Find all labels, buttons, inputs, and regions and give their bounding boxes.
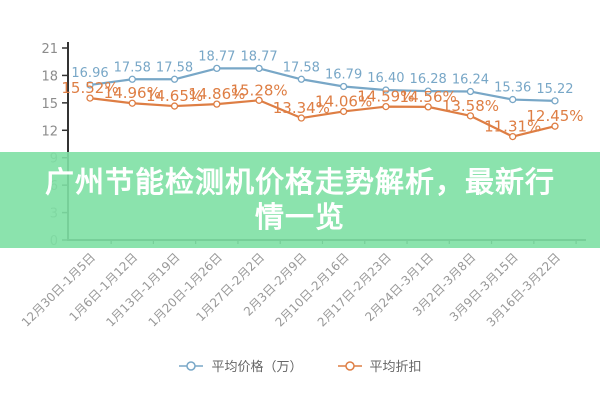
page-title-line-2: 情一览: [254, 200, 345, 234]
value-label: 15.52%: [61, 79, 118, 97]
y-tick-label: 21: [41, 42, 58, 57]
price-line-series: [89, 67, 556, 102]
data-point-marker: [382, 86, 390, 94]
value-label: 14.06%: [315, 92, 372, 110]
x-tick-label: 2月10日-2月16日: [272, 250, 351, 329]
data-point-marker: [86, 94, 94, 102]
value-label: 15.28%: [230, 81, 287, 99]
y-tick-label: 18: [41, 69, 58, 84]
value-label: 11.31%: [484, 118, 541, 136]
chart-legend: 平均价格（万） 平均折扣: [0, 356, 600, 375]
value-label: 14.86%: [188, 85, 245, 103]
value-label: 17.58: [283, 60, 320, 75]
value-label: 14.59%: [357, 88, 414, 106]
data-point-marker: [551, 97, 559, 105]
x-tick-label: 12月30日-1月5日: [19, 250, 98, 329]
data-point-marker: [170, 75, 179, 83]
legend-item-avg-price[interactable]: 平均价格（万）: [178, 356, 303, 375]
value-label: 16.40: [367, 71, 404, 86]
data-point-marker: [551, 122, 559, 130]
value-label: 18.77: [240, 49, 277, 64]
page-title: 广州节能检测机价格走势解析，最新行 情一览: [30, 165, 570, 236]
data-point-marker: [509, 132, 517, 141]
data-point-marker: [466, 112, 475, 120]
value-label: 13.58%: [442, 97, 499, 115]
page-title-line-1: 广州节能检测机价格走势解析，最新行: [44, 164, 555, 199]
data-point-marker: [128, 99, 136, 107]
value-label: 15.36: [494, 81, 531, 96]
value-label: 12.45%: [526, 107, 583, 125]
y-tick-label: 12: [41, 124, 58, 139]
data-point-marker: [339, 107, 348, 116]
blue-line-circle-marker-icon: [179, 360, 204, 371]
data-point-marker: [86, 81, 94, 89]
x-tick-label: 1月20日-1月26日: [146, 250, 225, 329]
data-point-marker: [213, 100, 221, 108]
data-point-marker: [170, 102, 179, 110]
data-point-marker: [382, 102, 390, 111]
x-tick-label: 1月13日-1月19日: [103, 250, 182, 329]
value-label: 16.28: [410, 72, 447, 87]
title-banner-overlay: 广州节能检测机价格走势解析，最新行 情一览: [0, 152, 600, 248]
legend-item-avg-discount[interactable]: 平均折扣: [337, 356, 422, 375]
x-tick-label: 3月16日-3月22日: [484, 250, 563, 329]
orange-line-circle-marker-icon: [337, 360, 362, 371]
value-label: 17.58: [156, 60, 193, 75]
y-tick-label: 15: [41, 97, 58, 112]
data-point-marker: [213, 64, 221, 73]
data-point-marker: [255, 96, 263, 104]
data-point-marker: [466, 87, 475, 96]
data-point-marker: [339, 82, 348, 91]
value-label: 13.34%: [273, 99, 330, 117]
data-point-marker: [424, 103, 432, 111]
value-label: 15.22: [536, 82, 573, 97]
value-label: 16.79: [325, 67, 362, 82]
data-point-marker: [509, 95, 517, 104]
legend-label-avg-price: 平均价格（万）: [211, 360, 303, 375]
legend-label-avg-discount: 平均折扣: [369, 360, 422, 375]
data-point-marker: [128, 75, 136, 83]
data-point-marker: [255, 64, 263, 73]
data-point-marker: [424, 87, 432, 95]
value-label: 16.24: [452, 73, 489, 88]
value-label: 17.58: [114, 60, 151, 75]
discount-line-series: [89, 97, 556, 138]
value-label: 16.96: [71, 66, 108, 81]
value-label: 14.65%: [146, 87, 203, 105]
value-label: 14.56%: [400, 88, 457, 106]
x-tick-label: 2月17日-2月23日: [315, 250, 394, 329]
data-point-marker: [297, 75, 306, 83]
value-label: 18.77: [198, 49, 235, 64]
value-label: 14.96%: [104, 84, 161, 102]
data-point-marker: [297, 114, 306, 122]
